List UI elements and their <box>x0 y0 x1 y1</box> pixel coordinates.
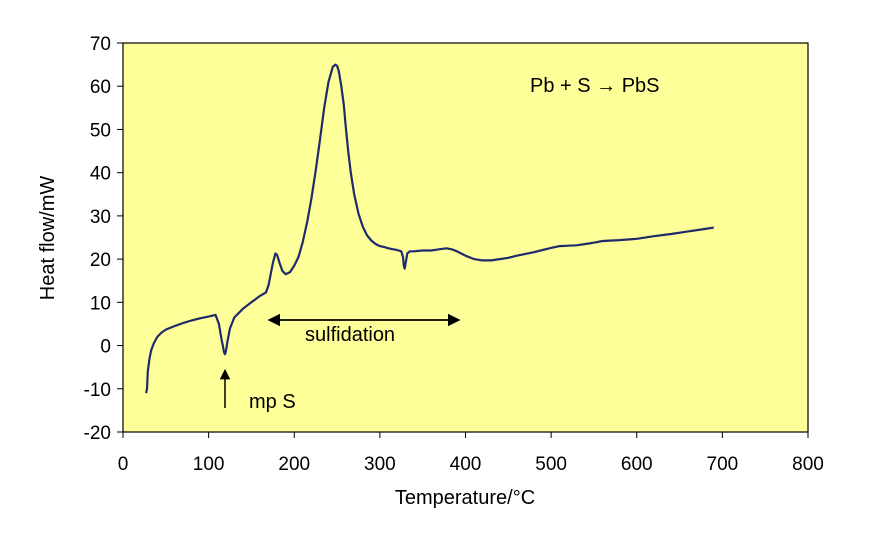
y-axis-ticks: -20 -10 0 10 20 30 40 50 60 70 <box>84 34 123 444</box>
x-tick-label: 0 <box>118 454 129 475</box>
x-tick-label: 400 <box>450 454 482 475</box>
plot-area <box>122 42 809 433</box>
sulfidation-label: sulfidation <box>305 324 395 346</box>
y-tick-label: 20 <box>90 250 111 271</box>
y-tick-label: 0 <box>100 337 111 358</box>
y-tick-label: 40 <box>90 164 111 185</box>
heat-flow-series-line <box>145 63 714 394</box>
x-tick-label: 200 <box>278 454 310 475</box>
x-axis-ticks: 0 100 200 300 400 500 600 700 800 <box>118 432 824 475</box>
x-axis-title: Temperature/°C <box>395 487 535 509</box>
x-tick-label: 300 <box>364 454 396 475</box>
x-tick-label: 700 <box>707 454 739 475</box>
x-tick-label: 600 <box>621 454 653 475</box>
x-tick-label: 500 <box>535 454 567 475</box>
x-tick-label: 100 <box>193 454 225 475</box>
y-axis-title: Heat flow/mW <box>37 176 59 301</box>
y-tick-label: -20 <box>84 423 111 444</box>
mp-label: mp S <box>249 391 296 413</box>
reaction-label: Pb + S → PbS <box>530 75 660 97</box>
y-tick-label: 30 <box>90 207 111 228</box>
y-tick-label: 10 <box>90 293 111 314</box>
x-tick-label: 800 <box>792 454 824 475</box>
y-tick-label: 60 <box>90 77 111 98</box>
y-tick-label: -10 <box>84 380 111 401</box>
y-tick-label: 50 <box>90 120 111 141</box>
y-tick-label: 70 <box>90 34 111 55</box>
